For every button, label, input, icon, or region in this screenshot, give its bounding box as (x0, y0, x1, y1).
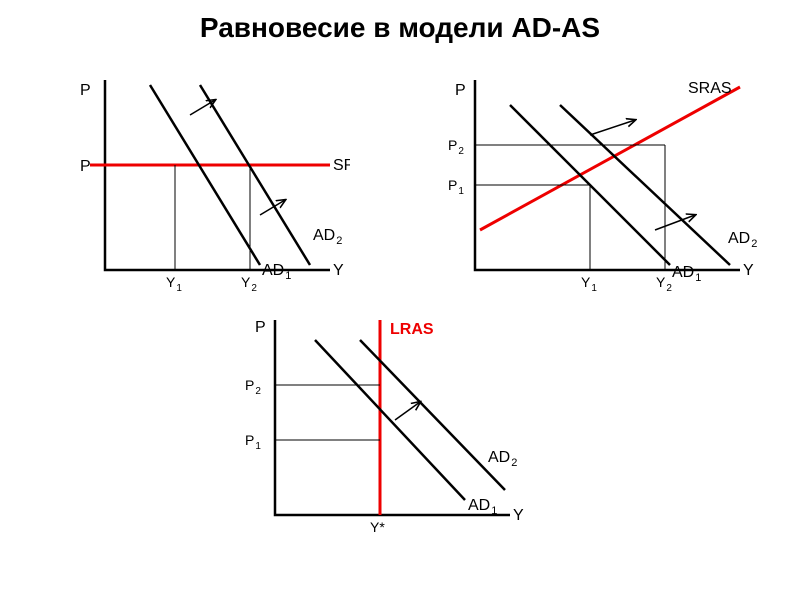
tick-y1: Y1 (581, 274, 597, 294)
ad2-label: AD2 (313, 227, 342, 247)
x-axis-label: Y (743, 262, 754, 279)
shift-arrow-icon (190, 100, 215, 115)
tick-p2: P2 (245, 377, 261, 397)
y-axis-label: P (80, 82, 91, 99)
tick-y1: Y1 (166, 274, 182, 294)
sras-curve (480, 87, 740, 230)
shift-arrow-icon (395, 402, 420, 420)
x-axis-label: Y (333, 262, 344, 279)
ad2-label: AD2 (728, 230, 757, 250)
p-level-label: P (80, 158, 91, 175)
tick-p1: P1 (245, 432, 261, 452)
ad1-curve (150, 85, 260, 265)
sras-label: SRAS (333, 157, 350, 174)
y-axis-label: P (455, 82, 466, 99)
page-title: Равновесие в модели AD-AS (0, 12, 800, 44)
ad1-curve (315, 340, 465, 500)
tick-y2: Y2 (241, 274, 257, 294)
tick-y2: Y2 (656, 274, 672, 294)
sras-label: SRAS (688, 80, 732, 97)
tick-p2: P2 (448, 137, 464, 157)
panel-left: P P Y SRAS AD2 AD1 Y1 Y2 (70, 75, 350, 305)
tick-p1: P1 (448, 177, 464, 197)
panel-right: P SRAS Y P2 P1 AD2 AD1 Y1 Y2 (440, 75, 760, 315)
y-axis-label: P (255, 320, 266, 336)
tick-ystar: Y* (370, 519, 385, 535)
x-axis-label: Y (513, 507, 524, 524)
lras-label: LRAS (390, 321, 434, 338)
shift-arrow-icon (590, 120, 635, 135)
ad1-label: AD1 (672, 264, 701, 284)
ad1-label: AD1 (262, 262, 291, 282)
axes (275, 320, 510, 515)
panel-bottom: P LRAS Y P2 P1 AD2 AD1 Y* (230, 320, 530, 560)
ad2-label: AD2 (488, 449, 517, 469)
ad2-curve (360, 340, 505, 490)
ad2-curve (200, 85, 310, 265)
